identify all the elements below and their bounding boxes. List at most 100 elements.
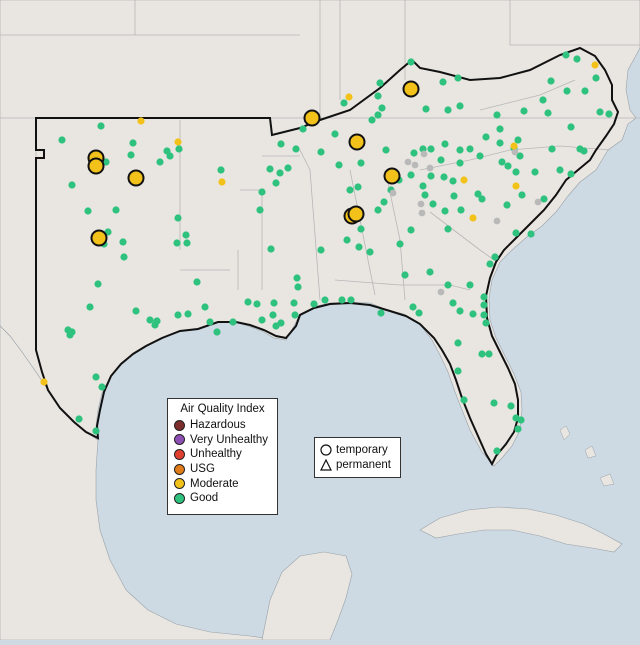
monitor-good[interactable] [493, 111, 501, 119]
monitor-good[interactable] [456, 102, 464, 110]
monitor-good[interactable] [544, 109, 552, 117]
monitor-good[interactable] [486, 260, 494, 268]
monitor-good[interactable] [182, 231, 190, 239]
monitor-good[interactable] [449, 177, 457, 185]
monitor-good[interactable] [378, 104, 386, 112]
monitor-nodata[interactable] [411, 161, 419, 169]
monitor-good[interactable] [58, 136, 66, 144]
monitor-good[interactable] [366, 248, 374, 256]
monitor-good[interactable] [153, 317, 161, 325]
monitor-good[interactable] [374, 92, 382, 100]
monitor-moderate[interactable] [40, 378, 48, 386]
monitor-good[interactable] [146, 316, 154, 324]
monitor-good[interactable] [293, 274, 301, 282]
monitor-good[interactable] [410, 149, 418, 157]
monitor-good[interactable] [98, 383, 106, 391]
monitor-good[interactable] [217, 166, 225, 174]
monitor-good[interactable] [503, 201, 511, 209]
monitor-good[interactable] [491, 253, 499, 261]
monitor-good[interactable] [276, 169, 284, 177]
monitor-good[interactable] [563, 87, 571, 95]
monitor-nodata[interactable] [511, 148, 519, 156]
monitor-moderate-large[interactable] [348, 133, 366, 151]
monitor-moderate-large[interactable] [127, 169, 145, 187]
monitor-good[interactable] [460, 396, 468, 404]
monitor-nodata[interactable] [493, 217, 501, 225]
monitor-good[interactable] [270, 299, 278, 307]
monitor-moderate-large[interactable] [303, 109, 321, 127]
monitor-good[interactable] [258, 188, 266, 196]
monitor-good[interactable] [277, 140, 285, 148]
monitor-good[interactable] [490, 399, 498, 407]
monitor-good[interactable] [567, 123, 575, 131]
monitor-good[interactable] [407, 58, 415, 66]
monitor-good[interactable] [512, 229, 520, 237]
monitor-moderate-large[interactable] [383, 167, 401, 185]
monitor-good[interactable] [478, 350, 486, 358]
monitor-good[interactable] [396, 240, 404, 248]
monitor-good[interactable] [266, 165, 274, 173]
monitor-good[interactable] [401, 271, 409, 279]
monitor-good[interactable] [272, 179, 280, 187]
monitor-good[interactable] [478, 195, 486, 203]
monitor-good[interactable] [256, 206, 264, 214]
monitor-good[interactable] [480, 301, 488, 309]
monitor-good[interactable] [174, 214, 182, 222]
monitor-good[interactable] [294, 283, 302, 291]
monitor-good[interactable] [466, 281, 474, 289]
monitor-good[interactable] [444, 106, 452, 114]
monitor-good[interactable] [592, 74, 600, 82]
monitor-moderate[interactable] [591, 61, 599, 69]
monitor-good[interactable] [343, 236, 351, 244]
monitor-good[interactable] [267, 245, 275, 253]
monitor-good[interactable] [498, 158, 506, 166]
monitor-good[interactable] [605, 110, 613, 118]
monitor-good[interactable] [466, 145, 474, 153]
monitor-moderate[interactable] [218, 178, 226, 186]
monitor-good[interactable] [284, 164, 292, 172]
monitor-good[interactable] [374, 111, 382, 119]
monitor-good[interactable] [429, 200, 437, 208]
monitor-good[interactable] [454, 339, 462, 347]
monitor-good[interactable] [258, 316, 266, 324]
monitor-good[interactable] [482, 133, 490, 141]
monitor-good[interactable] [596, 108, 604, 116]
monitor-good[interactable] [156, 158, 164, 166]
monitor-good[interactable] [86, 303, 94, 311]
monitor-good[interactable] [427, 145, 435, 153]
monitor-good[interactable] [347, 296, 355, 304]
monitor-good[interactable] [357, 225, 365, 233]
monitor-good[interactable] [512, 168, 520, 176]
monitor-nodata[interactable] [417, 200, 425, 208]
monitor-good[interactable] [382, 146, 390, 154]
monitor-good[interactable] [441, 140, 449, 148]
monitor-good[interactable] [556, 166, 564, 174]
monitor-good[interactable] [527, 230, 535, 238]
monitor-good[interactable] [253, 300, 261, 308]
monitor-good[interactable] [421, 191, 429, 199]
monitor-good[interactable] [201, 303, 209, 311]
monitor-good[interactable] [292, 145, 300, 153]
monitor-good[interactable] [340, 99, 348, 107]
monitor-good[interactable] [354, 183, 362, 191]
monitor-good[interactable] [476, 152, 484, 160]
monitor-moderate-large[interactable] [402, 80, 420, 98]
monitor-good[interactable] [331, 130, 339, 138]
monitor-good[interactable] [321, 296, 329, 304]
monitor-moderate[interactable] [469, 214, 477, 222]
monitor-nodata[interactable] [420, 150, 428, 158]
monitor-good[interactable] [374, 206, 382, 214]
monitor-good[interactable] [514, 136, 522, 144]
monitor-good[interactable] [127, 151, 135, 159]
monitor-good[interactable] [454, 367, 462, 375]
monitor-good[interactable] [407, 171, 415, 179]
monitor-good[interactable] [94, 280, 102, 288]
monitor-good[interactable] [419, 182, 427, 190]
monitor-good[interactable] [376, 79, 384, 87]
monitor-good[interactable] [449, 299, 457, 307]
monitor-good[interactable] [580, 147, 588, 155]
monitor-good[interactable] [377, 309, 385, 317]
monitor-good[interactable] [573, 55, 581, 63]
